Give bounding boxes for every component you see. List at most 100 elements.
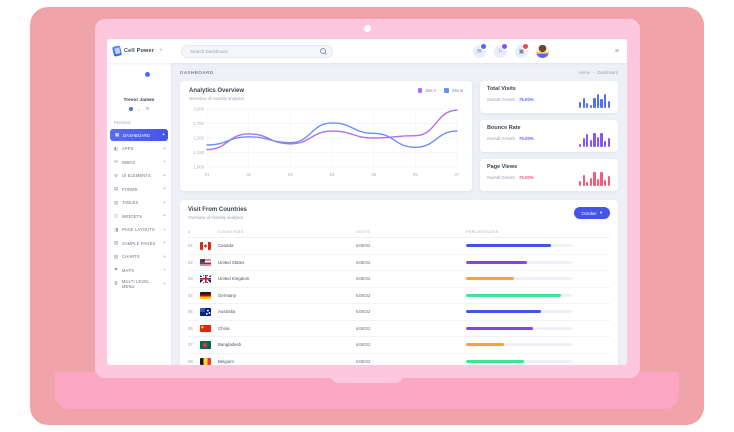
sidebar-item-apps[interactable]: ◧ Apps + — [107, 142, 171, 156]
row-number: 03 — [188, 276, 193, 282]
row-number: 01 — [188, 243, 193, 249]
svg-text:2,000: 2,000 — [194, 107, 205, 112]
country-name: Germany — [218, 292, 237, 298]
svg-text:05: 05 — [371, 172, 376, 177]
brand-name: Cell Power — [124, 48, 155, 54]
expand-icon: + — [163, 172, 166, 179]
svg-text:1,750: 1,750 — [194, 121, 205, 126]
visit-from-countries-card: Visit From Countries Overview of monthly… — [180, 200, 618, 365]
badge — [501, 43, 509, 50]
cart-button[interactable]: ▣ — [514, 43, 530, 58]
profile-name: Trevor James — [123, 98, 155, 103]
legend-site-a: Site A — [417, 88, 436, 93]
dashboard-icon: ▦ — [115, 132, 120, 137]
mail-icon: ✉ — [476, 48, 482, 55]
ui-elements-icon: ⚙ — [114, 172, 119, 178]
cn-flag-icon — [200, 324, 211, 332]
sidebar-item-ui-elements[interactable]: ⚙ UI Elements + — [107, 169, 171, 183]
home-icon[interactable]: ⌂ — [137, 106, 141, 112]
search-bar[interactable] — [181, 44, 333, 58]
search-input[interactable] — [188, 47, 320, 55]
settings-icon[interactable]: ⚙ — [145, 106, 150, 111]
stat-value: 75.00% — [518, 175, 534, 180]
sidebar-item-charts[interactable]: ▨ Charts + — [107, 250, 171, 264]
visits-value: 645032 — [356, 243, 371, 249]
sidebar-toggle-icon[interactable]: + — [159, 48, 163, 54]
percentage-bar — [466, 293, 572, 297]
sidebar-item-widgets[interactable]: ◫ Widgets + — [107, 210, 171, 224]
breadcrumb-bar: DASHBOARD Home › Dashboard — [180, 63, 618, 81]
expand-icon: + — [163, 145, 166, 152]
dashboard-screen: Cell Power + ✉⚐▣ ≡ Tre — [107, 39, 627, 365]
us-flag-icon — [200, 258, 211, 266]
period-label: October — [581, 210, 597, 216]
sidebar-item-forms[interactable]: ▤ Forms + — [107, 183, 171, 197]
sidebar-item-label: Tables — [122, 200, 139, 206]
navbar-actions: ✉ ⚐ ▣ ≡ — [472, 43, 627, 58]
sidebar-item-page-layouts[interactable]: ◨ Page Layouts + — [107, 223, 171, 237]
multi-level-menu-icon: ≣ — [114, 280, 118, 286]
sidebar-item-maps[interactable]: ⚑ Maps + — [107, 264, 171, 278]
stat-value: 75.00% — [518, 97, 534, 102]
sidebar-menu: ▦ Dashboard + ◧ Apps + ✉ Inbox + ⚙ UI Elements + ▤ Fo… — [107, 129, 171, 291]
percentage-bar — [466, 359, 572, 363]
countries-table: # COUNTRIES VISITS PERCENTAGES 01 Canada 6… — [188, 226, 610, 365]
stat-title: Total Visits — [487, 86, 516, 92]
gb-flag-icon — [200, 275, 211, 283]
sidebar-item-label: Forms — [122, 186, 138, 192]
svg-text:06: 06 — [413, 172, 418, 177]
sidebar-item-label: Inbox — [122, 159, 136, 165]
tables-icon: ▥ — [114, 199, 119, 205]
expand-icon: + — [163, 159, 166, 166]
page-title: DASHBOARD — [180, 69, 214, 75]
main-content: DASHBOARD Home › Dashboard Analytics Ove… — [171, 63, 627, 365]
stat-title: Bounce Rate — [487, 125, 521, 131]
search-icon[interactable] — [320, 48, 326, 54]
chat-icon[interactable] — [128, 107, 133, 111]
countries-title: Visit From Countries — [188, 207, 247, 213]
user-avatar[interactable] — [535, 44, 549, 58]
stat-title: Page Views — [487, 164, 518, 170]
caret-down-icon: ▾ — [599, 210, 602, 215]
analytics-subtitle: Overview of monthly analytics — [189, 96, 245, 101]
sidebar-item-tables[interactable]: ▥ Tables + — [107, 196, 171, 210]
hamburger-icon[interactable]: ≡ — [614, 47, 619, 55]
expand-icon: + — [163, 267, 166, 274]
badge — [480, 43, 488, 50]
sidebar-item-label: Page Layouts — [122, 227, 155, 233]
breadcrumb-home[interactable]: Home — [578, 69, 590, 75]
sidebar-section-label: Personal — [114, 120, 131, 125]
sidebar-item-multi-level-menu[interactable]: ≣ Multi Level Menu + — [107, 277, 171, 291]
country-row-belgium: 08 Belgium 645032 — [188, 354, 610, 365]
apps-icon: ◧ — [114, 145, 119, 151]
svg-text:1,000: 1,000 — [194, 165, 205, 170]
breadcrumb-current: Dashboard — [597, 69, 619, 75]
mail-button[interactable]: ✉ — [472, 43, 488, 58]
charts-icon: ▨ — [114, 253, 119, 259]
countries-subtitle: Overview of monthly analytics — [188, 215, 244, 220]
sidebar-item-label: Sample Pages — [122, 240, 156, 246]
page-views-card: Page Views Overall Growth 75.00% — [480, 159, 618, 191]
sidebar-item-label: Widgets — [122, 213, 143, 219]
notifications-button[interactable]: ⚐ — [493, 43, 509, 58]
brand[interactable]: Cell Power + — [107, 45, 173, 57]
visits-value: 645032 — [356, 342, 371, 348]
svg-text:07: 07 — [455, 172, 460, 177]
sidebar-item-sample-pages[interactable]: ▧ Sample Pages + — [107, 237, 171, 251]
svg-text:03: 03 — [288, 172, 293, 177]
legend-site-b: Site B — [444, 88, 463, 93]
expand-icon: + — [163, 253, 166, 260]
forms-icon: ▤ — [114, 186, 119, 192]
sidebar-item-dashboard[interactable]: ▦ Dashboard + — [110, 129, 168, 141]
row-number: 05 — [188, 309, 193, 315]
bounce-rate-sparkline — [579, 131, 611, 147]
col-visits: VISITS — [356, 229, 371, 234]
expand-icon: + — [163, 240, 166, 247]
visits-value: 645032 — [356, 276, 371, 282]
country-name: United Kingdom — [218, 276, 250, 282]
inbox-icon: ✉ — [114, 159, 118, 165]
sidebar-item-inbox[interactable]: ✉ Inbox + — [107, 156, 171, 170]
country-name: Bangladesh — [218, 342, 242, 348]
expand-icon: + — [163, 280, 166, 287]
period-dropdown-button[interactable]: October ▾ — [573, 207, 610, 219]
